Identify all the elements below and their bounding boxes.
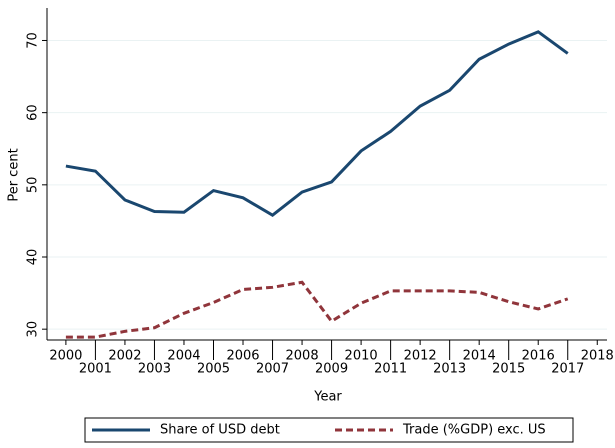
y-tick-label: 60 — [26, 104, 41, 121]
y-tick-label: 40 — [26, 249, 41, 266]
x-tick-label: 2007 — [256, 362, 289, 377]
legend-box — [84, 417, 574, 443]
x-tick-label: 2014 — [463, 349, 496, 364]
y-tick-label: 70 — [26, 32, 41, 49]
x-tick-label: 2011 — [374, 362, 407, 377]
x-tick-label: 2001 — [79, 362, 112, 377]
x-tick-label: 2004 — [167, 349, 200, 364]
x-tick-label: 2008 — [286, 349, 319, 364]
x-tick-label: 2018 — [581, 349, 614, 364]
x-tick-label: 2005 — [197, 362, 230, 377]
x-tick-label: 2009 — [315, 362, 348, 377]
x-tick-label: 2012 — [404, 349, 437, 364]
legend-label: Share of USD debt — [160, 423, 280, 438]
x-tick-label: 2015 — [492, 362, 525, 377]
x-tick-label: 2010 — [345, 349, 378, 364]
series-line — [65, 280, 569, 339]
x-tick-label: 2002 — [108, 349, 141, 364]
x-axis-label: Year — [313, 390, 342, 405]
x-tick-label: 2000 — [49, 349, 82, 364]
y-axis-label: Per cent — [7, 148, 22, 201]
x-tick-label: 2013 — [433, 362, 466, 377]
legend-label: Trade (%GDP) exc. US — [402, 423, 546, 438]
y-tick-label: 30 — [26, 321, 41, 338]
x-tick-label: 2016 — [522, 349, 555, 364]
x-tick-label: 2003 — [138, 362, 171, 377]
y-tick-label: 50 — [26, 177, 41, 194]
x-tick-label: 2006 — [226, 349, 259, 364]
series-line — [65, 30, 569, 217]
x-tick-label: 2017 — [551, 362, 584, 377]
